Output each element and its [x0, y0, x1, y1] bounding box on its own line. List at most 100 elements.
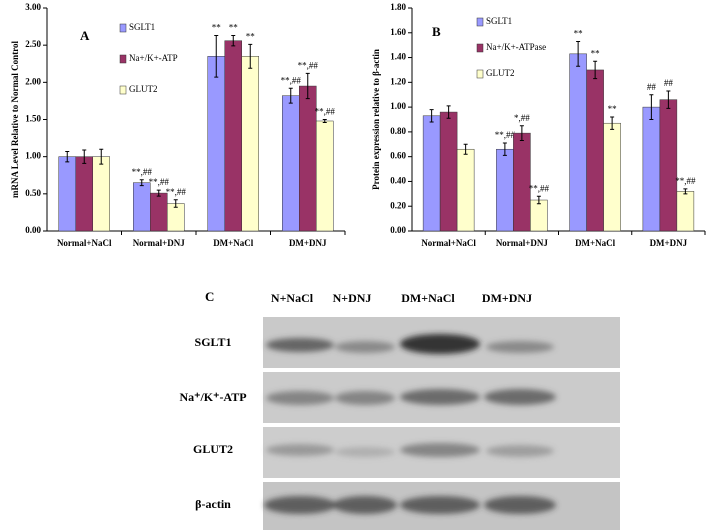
error-bar: [231, 35, 236, 47]
lane-label: N+NaCl: [271, 291, 314, 305]
row-label: β-actin: [195, 497, 231, 511]
annotation: **,##: [315, 107, 336, 117]
y-tick-label: 2.00: [25, 76, 41, 86]
y-tick-label: 1.20: [390, 76, 406, 86]
legend-label: GLUT2: [486, 68, 515, 78]
band: [266, 391, 334, 405]
x-tick-label: DM+NaCl: [213, 238, 254, 248]
bar: [642, 106, 661, 232]
legend-label: Na+/K+-ATPase: [486, 42, 546, 52]
error-bar: [173, 199, 178, 208]
legend-swatch: [119, 85, 127, 95]
y-tick-label: 1.80: [390, 2, 406, 12]
annotation: **,##: [149, 177, 170, 187]
x-tick-label: DM+DNJ: [650, 238, 688, 248]
bar: [456, 148, 475, 232]
legend-label: SGLT1: [129, 22, 155, 32]
error-bar: [519, 125, 524, 142]
legend-swatch: [119, 23, 127, 33]
row-label: GLUT2: [193, 442, 233, 456]
y-tick-label: 2.50: [25, 39, 41, 49]
band: [486, 445, 554, 457]
error-bar: [576, 40, 581, 67]
error-bar: [429, 109, 434, 123]
legend-swatch: [476, 17, 484, 27]
y-tick-label: 0.60: [390, 151, 406, 161]
bar: [422, 115, 441, 232]
y-axis-label: Protein expression relative to β-actin: [371, 49, 381, 190]
bar: [133, 182, 151, 232]
annotation: **: [246, 31, 256, 41]
band: [400, 496, 480, 514]
y-tick-label: 1.00: [390, 101, 406, 111]
legend-label: SGLT1: [486, 16, 512, 26]
lane-label: DM+DNJ: [482, 291, 532, 305]
bar: [676, 191, 695, 232]
bar: [75, 156, 93, 232]
error-bar: [248, 43, 253, 69]
band: [400, 443, 480, 457]
bar: [569, 53, 587, 232]
annotation: *,##: [514, 113, 530, 123]
error-bar: [683, 188, 688, 195]
annotation: **: [212, 23, 222, 33]
bar: [513, 132, 531, 232]
band: [335, 391, 395, 405]
annotation: **,##: [675, 176, 696, 186]
y-tick-label: 0.20: [390, 200, 406, 210]
band: [335, 447, 395, 457]
error-bar: [214, 35, 219, 78]
y-axis-label: mRNA Level Relative to Normal Control: [10, 40, 20, 198]
error-bar: [666, 90, 671, 109]
error-bar: [156, 189, 161, 197]
error-bar: [463, 143, 468, 155]
y-tick-label: 0.50: [25, 188, 41, 198]
bar: [603, 122, 621, 232]
y-tick-label: 3.00: [25, 2, 41, 12]
panel-label: A: [80, 28, 90, 43]
band: [333, 496, 397, 514]
annotation: **: [591, 48, 601, 58]
error-bar: [446, 105, 451, 119]
y-tick-label: 0.00: [390, 225, 406, 235]
annotation: **: [229, 23, 239, 33]
y-tick-label: 0.00: [25, 225, 41, 235]
row-label: SGLT1: [195, 335, 232, 349]
error-bar: [502, 142, 507, 156]
panel-label: B: [432, 24, 441, 39]
annotation: **,##: [529, 183, 550, 193]
error-bar: [288, 87, 293, 104]
band: [400, 334, 480, 354]
bar: [241, 56, 259, 232]
bar: [58, 156, 76, 232]
bar: [316, 120, 334, 232]
y-tick-label: 1.50: [25, 114, 41, 124]
error-bar: [99, 148, 104, 165]
error-bar: [65, 150, 70, 163]
bar: [586, 69, 604, 232]
error-bar: [610, 116, 615, 130]
annotation: **,##: [281, 75, 302, 85]
bar: [659, 99, 678, 232]
band: [486, 341, 554, 353]
bar: [224, 40, 242, 232]
y-tick-label: 1.60: [390, 27, 406, 37]
annotation: **,##: [166, 187, 187, 197]
annotation: **: [574, 29, 584, 39]
annotation: **: [608, 104, 618, 114]
error-bar: [649, 94, 654, 120]
x-tick-label: Normal+DNJ: [133, 238, 186, 248]
error-bar: [82, 149, 87, 164]
annotation: **,##: [495, 130, 516, 140]
band: [484, 496, 556, 514]
legend-label: GLUT2: [129, 84, 158, 94]
legend-swatch: [476, 69, 484, 79]
panel-label: C: [205, 289, 214, 304]
y-tick-label: 0.40: [390, 176, 406, 186]
band: [266, 338, 334, 352]
band: [400, 389, 480, 405]
legend-swatch: [476, 43, 484, 53]
x-tick-label: DM+DNJ: [289, 238, 327, 248]
legend-label: Na+/K+-ATP: [129, 53, 178, 63]
